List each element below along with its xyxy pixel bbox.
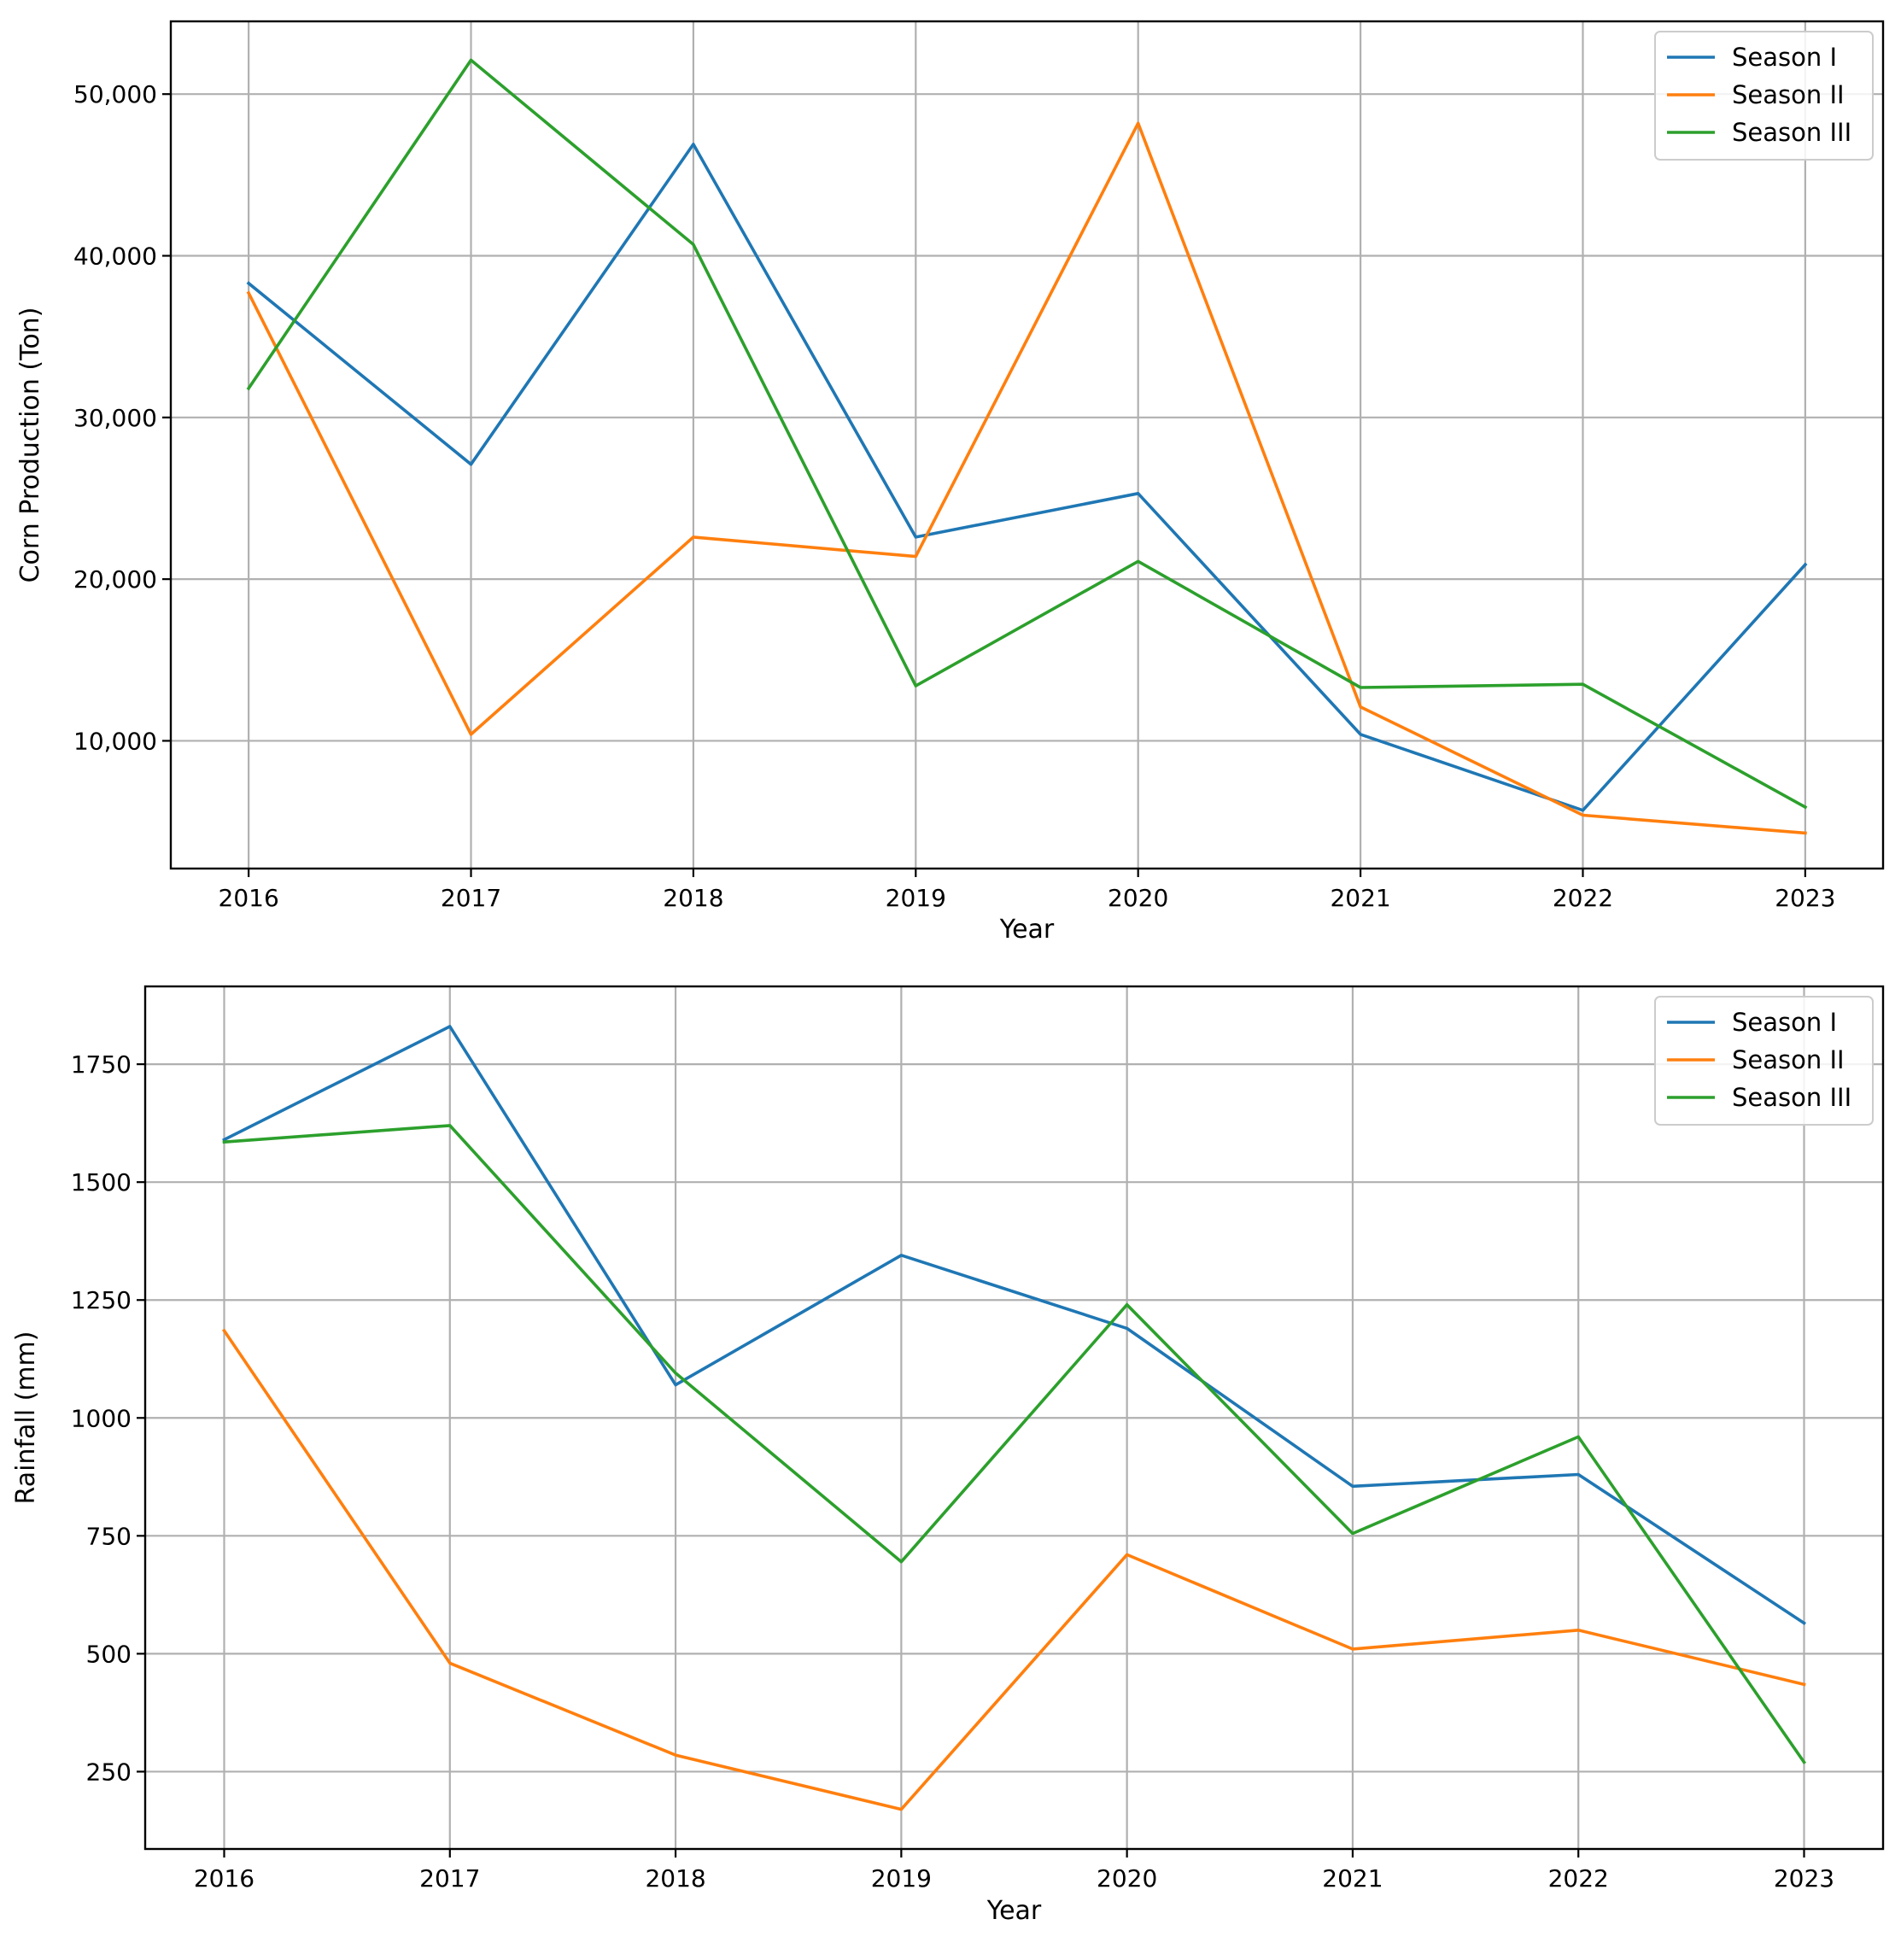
legend-label: Season III — [1732, 1083, 1851, 1112]
series-line-season-ii — [246, 121, 1807, 835]
x-tick-label: 2018 — [645, 1864, 705, 1893]
legend-label: Season I — [1732, 1008, 1837, 1037]
x-tick-label: 2023 — [1774, 1864, 1834, 1893]
x-tick-label: 2019 — [886, 884, 946, 912]
legend-label: Season III — [1732, 118, 1851, 147]
corn-production-chart: 2016 2017 2018 2019 2020 2021 2022 2023 10,000 20… — [15, 20, 1885, 945]
y-axis-label: Corn Production (Ton) — [15, 307, 45, 583]
y-tick-label: 50,000 — [73, 80, 157, 108]
legend: Season I Season II Season III — [1654, 31, 1874, 161]
axes-frame — [169, 20, 1885, 870]
y-tick-label: 1500 — [71, 1168, 132, 1196]
y-tick-label: 30,000 — [73, 404, 157, 432]
legend-box — [1654, 31, 1874, 161]
series-line-season-i — [222, 1025, 1806, 1625]
y-tick-label: 250 — [86, 1758, 132, 1786]
legend-box — [1654, 996, 1874, 1126]
y-tick-label: 500 — [86, 1640, 132, 1668]
y-axis-label: Rainfall (mm) — [11, 1331, 41, 1505]
x-axis-label: Year — [999, 915, 1055, 945]
legend-label: Season I — [1732, 43, 1837, 72]
x-tick-label: 2020 — [1097, 1864, 1157, 1893]
y-tick-label: 1250 — [71, 1286, 132, 1314]
x-tick-label: 2017 — [441, 884, 501, 912]
plot-area — [171, 21, 1883, 869]
x-tick-label: 2018 — [663, 884, 723, 912]
rainfall-chart: 2016 2017 2018 2019 2020 2021 2022 2023 250 500 75… — [11, 985, 1885, 1926]
y-tick-label: 750 — [86, 1522, 132, 1550]
series-line-season-iii — [246, 58, 1808, 810]
x-axis-label: Year — [986, 1896, 1042, 1926]
x-tick-label: 2016 — [194, 1864, 254, 1893]
y-tick-label: 1000 — [71, 1404, 132, 1432]
x-tick-label: 2019 — [871, 1864, 932, 1893]
x-tick-label: 2016 — [219, 884, 279, 912]
legend-label: Season II — [1732, 1045, 1845, 1074]
series-line-season-iii — [222, 1124, 1807, 1764]
legend-label: Season II — [1732, 80, 1845, 109]
axes-frame — [143, 985, 1885, 1851]
series-line-season-ii — [221, 1328, 1806, 1811]
x-tick-label: 2021 — [1322, 1864, 1383, 1893]
legend: Season I Season II Season III — [1654, 996, 1874, 1126]
y-tick-label: 40,000 — [73, 243, 157, 271]
x-tick-label: 2023 — [1775, 884, 1835, 912]
x-tick-label: 2020 — [1108, 884, 1168, 912]
x-tick-label: 2022 — [1548, 1864, 1609, 1893]
x-tick-label: 2022 — [1553, 884, 1613, 912]
y-tick-label: 1750 — [71, 1050, 132, 1079]
x-tick-label: 2021 — [1330, 884, 1390, 912]
y-tick-label: 20,000 — [73, 565, 157, 594]
y-tick-label: 10,000 — [73, 727, 157, 755]
x-tick-label: 2017 — [419, 1864, 480, 1893]
